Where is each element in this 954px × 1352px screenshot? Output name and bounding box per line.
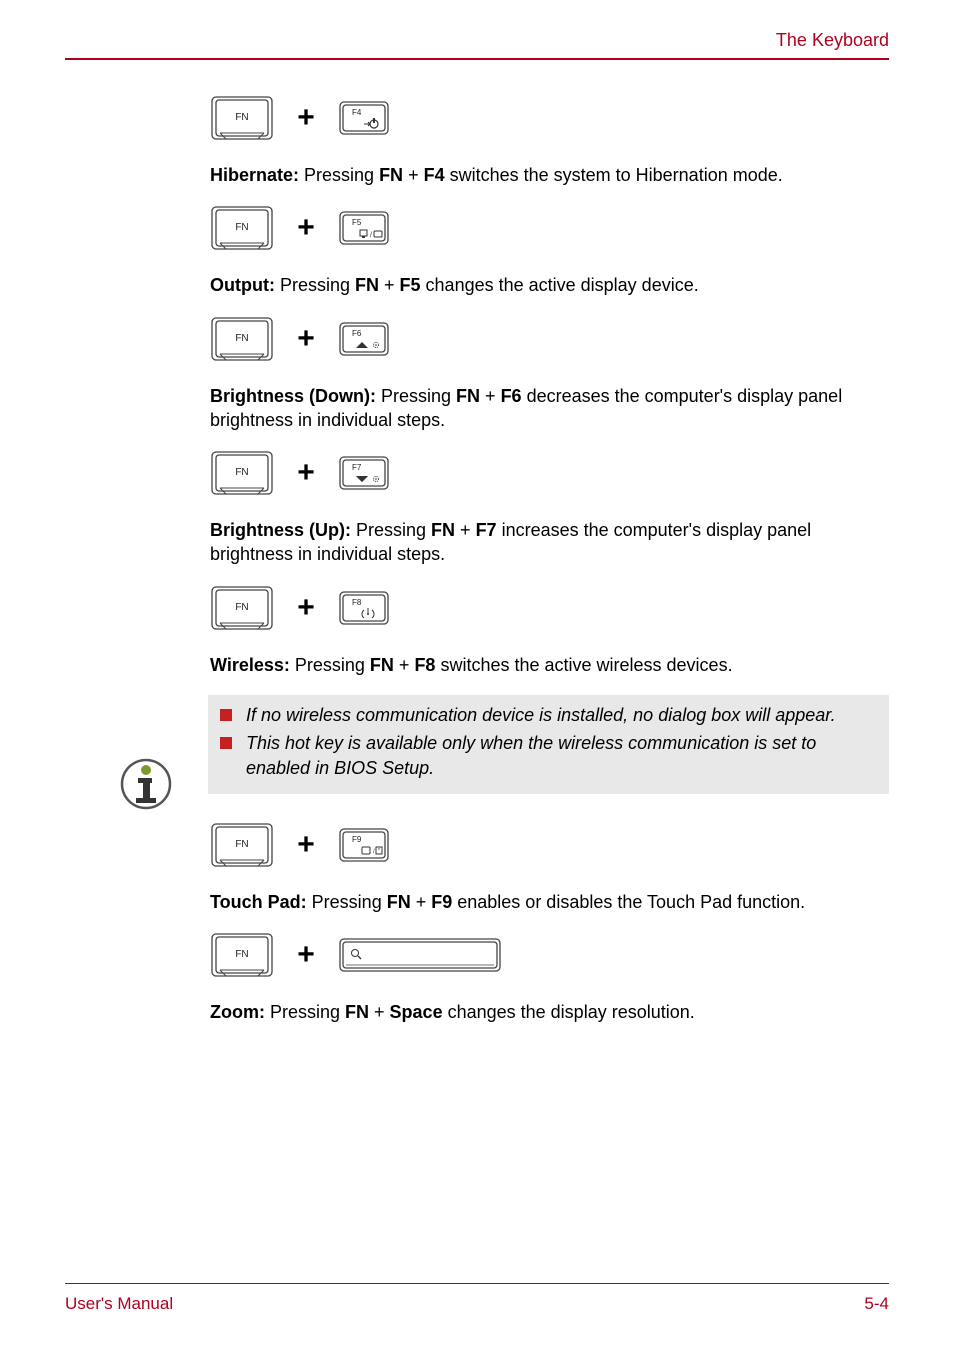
svg-text:FN: FN <box>235 333 248 344</box>
svg-text:FN: FN <box>235 467 248 478</box>
header-rule <box>65 58 889 60</box>
bullet-icon <box>220 737 232 749</box>
svg-text:FN: FN <box>235 839 248 850</box>
plus-icon: + <box>294 591 318 625</box>
plus-icon: + <box>294 101 318 135</box>
wireless-title: Wireless: <box>210 655 290 675</box>
zoom-title: Zoom: <box>210 1002 265 1022</box>
note-list: If no wireless communication device is i… <box>220 703 877 780</box>
zoom-desc: Zoom: Pressing FN + Space changes the di… <box>210 1000 889 1024</box>
output-title: Output: <box>210 275 275 295</box>
f7-key-icon: F7 <box>338 455 390 491</box>
key-row-f6: FN + F6 <box>210 316 889 362</box>
f6-key-icon: F6 <box>338 321 390 357</box>
footer: User's Manual 5-4 <box>65 1294 889 1314</box>
note-item: This hot key is available only when the … <box>220 731 877 780</box>
svg-text:FN: FN <box>235 222 248 233</box>
plus-icon: + <box>294 211 318 245</box>
bright-down-title: Brightness (Down): <box>210 386 376 406</box>
svg-text:F8: F8 <box>352 598 362 607</box>
svg-text:/: / <box>370 232 372 239</box>
section-bright-up: FN + F7 Brightness (Up): Pressing FN + F… <box>210 450 889 567</box>
header-title: The Keyboard <box>776 30 889 51</box>
f9-key-icon: F9 / <box>338 827 390 863</box>
fn-key-icon: FN <box>210 316 274 362</box>
key-row-f4: FN + F4 <box>210 95 889 141</box>
svg-text:F6: F6 <box>352 329 362 338</box>
f4-key-icon: F4 <box>338 100 390 136</box>
fn-key-icon: FN <box>210 822 274 868</box>
svg-text:F5: F5 <box>352 218 362 227</box>
output-desc: Output: Pressing FN + F5 changes the act… <box>210 273 889 297</box>
note-box: If no wireless communication device is i… <box>208 695 889 794</box>
fn-key-icon: FN <box>210 95 274 141</box>
f8-key-icon: F8 <box>338 590 390 626</box>
touchpad-desc: Touch Pad: Pressing FN + F9 enables or d… <box>210 890 889 914</box>
key-row-f8: FN + F8 <box>210 585 889 631</box>
svg-text:F4: F4 <box>352 108 362 117</box>
svg-text:FN: FN <box>235 602 248 613</box>
svg-text:/: / <box>373 849 375 855</box>
bright-down-desc: Brightness (Down): Pressing FN + F6 decr… <box>210 384 889 433</box>
bullet-icon <box>220 709 232 721</box>
footer-left: User's Manual <box>65 1294 173 1314</box>
plus-icon: + <box>294 938 318 972</box>
note-item: If no wireless communication device is i… <box>220 703 877 727</box>
fn-key-icon: FN <box>210 205 274 251</box>
plus-icon: + <box>294 456 318 490</box>
section-zoom: FN + Zoom: Pressing FN + Space changes t… <box>210 932 889 1024</box>
bright-up-desc: Brightness (Up): Pressing FN + F7 increa… <box>210 518 889 567</box>
info-icon <box>120 758 172 810</box>
plus-icon: + <box>294 322 318 356</box>
bright-up-title: Brightness (Up): <box>210 520 351 540</box>
svg-text:FN: FN <box>235 112 248 123</box>
plus-icon: + <box>294 828 318 862</box>
space-key-icon <box>338 937 502 973</box>
key-row-f9: FN + F9 / <box>210 822 889 868</box>
section-touchpad: FN + F9 / Touch Pad: Pressing FN + F9 ena… <box>210 822 889 914</box>
fn-key-icon: FN <box>210 585 274 631</box>
content-area: FN + F4 Hibernate: Pressing FN + F4 swit… <box>210 95 889 1043</box>
svg-text:F7: F7 <box>352 463 362 472</box>
section-output: FN + F5 / Output: Pressing FN + F5 change… <box>210 205 889 297</box>
touchpad-title: Touch Pad: <box>210 892 307 912</box>
svg-text:FN: FN <box>235 949 248 960</box>
fn-key-icon: FN <box>210 932 274 978</box>
section-bright-down: FN + F6 Brightness (Down): Pressing FN +… <box>210 316 889 433</box>
hibernate-title: Hibernate: <box>210 165 299 185</box>
section-wireless: FN + F8 Wireless: Pressing FN + F8 switc… <box>210 585 889 677</box>
wireless-desc: Wireless: Pressing FN + F8 switches the … <box>210 653 889 677</box>
key-row-f7: FN + F7 <box>210 450 889 496</box>
footer-rule <box>65 1283 889 1285</box>
svg-text:F9: F9 <box>352 835 362 844</box>
footer-right: 5-4 <box>864 1294 889 1314</box>
key-row-space: FN + <box>210 932 889 978</box>
section-hibernate: FN + F4 Hibernate: Pressing FN + F4 swit… <box>210 95 889 187</box>
f5-key-icon: F5 / <box>338 210 390 246</box>
key-row-f5: FN + F5 / <box>210 205 889 251</box>
hibernate-desc: Hibernate: Pressing FN + F4 switches the… <box>210 163 889 187</box>
fn-key-icon: FN <box>210 450 274 496</box>
